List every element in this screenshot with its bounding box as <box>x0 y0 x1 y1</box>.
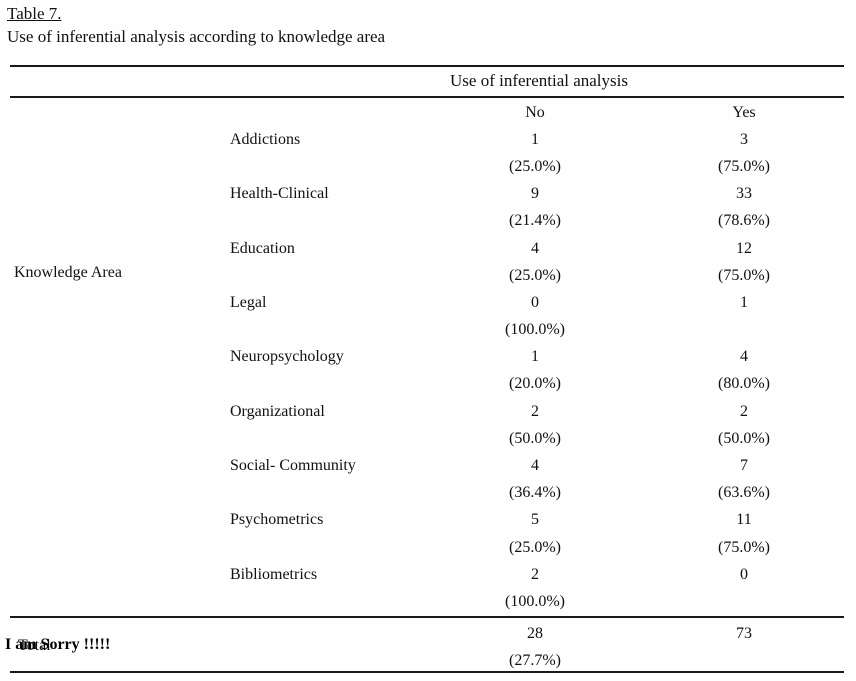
table-row-pct: (100.0%) <box>10 588 848 615</box>
yes-count-cell: 2 <box>740 402 748 420</box>
yes-count-cell: 12 <box>736 239 752 257</box>
column-header-yes: Yes <box>732 103 756 121</box>
yes-count-cell: 33 <box>736 185 752 203</box>
table-row: Bibliometrics 2 0 <box>10 561 848 588</box>
table-row-pct: (50.0%) (50.0%) <box>10 425 848 452</box>
total-yes-count: 73 <box>736 625 752 642</box>
yes-pct-cell: (50.0%) <box>718 429 770 447</box>
row-label-legal: Legal <box>230 293 267 311</box>
knowledge-area-table: No Yes Addictions 1 3 (25.0%) (75.0%) He… <box>10 99 848 616</box>
yes-pct-cell: (78.6%) <box>718 212 770 230</box>
yes-pct-cell: (80.0%) <box>718 375 770 393</box>
no-pct-cell: (21.4%) <box>509 212 561 230</box>
no-count-cell: 1 <box>531 348 539 366</box>
no-count-cell: 4 <box>531 457 539 475</box>
yes-count-cell: 1 <box>740 293 748 311</box>
table-row-pct: (36.4%) (63.6%) <box>10 480 848 507</box>
no-pct-cell: (25.0%) <box>509 157 561 175</box>
no-pct-cell: (100.0%) <box>505 592 565 610</box>
total-row-label: Total <box>18 637 51 654</box>
yes-pct-cell: (63.6%) <box>718 484 770 502</box>
no-count-cell: 2 <box>531 565 539 583</box>
yes-pct-cell <box>640 317 848 344</box>
table-row-pct: (25.0%) (75.0%) <box>10 262 848 289</box>
no-pct-cell: (25.0%) <box>509 266 561 284</box>
table-row: Education 4 12 <box>10 235 848 262</box>
table-row: Psychometrics 5 11 <box>10 507 848 534</box>
table-caption-number: Table 7. <box>7 4 62 23</box>
yes-count-cell: 7 <box>740 457 748 475</box>
table-row: Health-Clinical 9 33 <box>10 181 848 208</box>
no-pct-cell: (25.0%) <box>509 538 561 556</box>
row-label-addictions: Addictions <box>230 130 301 148</box>
row-label-bibliometrics: Bibliometrics <box>230 565 318 583</box>
yes-pct-cell: (75.0%) <box>718 538 770 556</box>
table-row: Neuropsychology 1 4 <box>10 344 848 371</box>
no-count-cell: 5 <box>531 511 539 529</box>
table-row: Organizational 2 2 <box>10 398 848 425</box>
row-label-neuropsychology: Neuropsychology <box>230 348 344 366</box>
total-no-count: 28 <box>527 625 543 642</box>
sorry-overlay-text: I am Sorry !!!!! <box>5 636 111 653</box>
yes-count-cell: 11 <box>736 511 752 529</box>
row-label-organizational: Organizational <box>230 402 325 420</box>
no-count-cell: 4 <box>531 239 539 257</box>
table-rule-top <box>10 65 844 67</box>
table-row-pct: (100.0%) <box>10 317 848 344</box>
no-count-cell: 1 <box>531 130 539 148</box>
table-rule-under-span-header <box>10 96 844 98</box>
no-pct-cell: (50.0%) <box>509 429 561 447</box>
table-row: Addictions 1 3 <box>10 126 848 153</box>
yes-pct-cell: (75.0%) <box>718 157 770 175</box>
yes-count-cell: 0 <box>740 565 748 583</box>
row-label-education: Education <box>230 239 295 257</box>
total-no-pct: (27.7%) <box>509 652 561 669</box>
table-row-pct: (21.4%) (78.6%) <box>10 208 848 235</box>
table-rule-above-total <box>10 616 844 618</box>
column-header-row: No Yes <box>10 99 848 126</box>
table-row: Legal 0 1 <box>10 289 848 316</box>
table-row-pct: (20.0%) (80.0%) <box>10 371 848 398</box>
table-rule-bottom <box>10 671 844 673</box>
table-row-pct: (25.0%) (75.0%) <box>10 534 848 561</box>
yes-pct-cell: (75.0%) <box>718 266 770 284</box>
yes-pct-cell <box>640 588 848 615</box>
no-count-cell: 2 <box>531 402 539 420</box>
row-label-psychometrics: Psychometrics <box>230 511 324 529</box>
no-pct-cell: (20.0%) <box>509 375 561 393</box>
yes-count-cell: 3 <box>740 130 748 148</box>
column-header-no: No <box>525 103 545 121</box>
yes-count-cell: 4 <box>740 348 748 366</box>
row-group-label-knowledge-area: Knowledge Area <box>14 264 122 281</box>
no-count-cell: 0 <box>531 293 539 311</box>
table-row-pct: (25.0%) (75.0%) <box>10 153 848 180</box>
no-pct-cell: (36.4%) <box>509 484 561 502</box>
row-label-health-clinical: Health-Clinical <box>230 185 329 203</box>
table-row: Social- Community 4 7 <box>10 452 848 479</box>
table-caption-title: Use of inferential analysis according to… <box>7 27 386 46</box>
no-pct-cell: (100.0%) <box>505 321 565 339</box>
row-label-social-community: Social- Community <box>230 457 356 475</box>
no-count-cell: 9 <box>531 185 539 203</box>
span-header-use-of-inferential-analysis: Use of inferential analysis <box>450 71 628 90</box>
